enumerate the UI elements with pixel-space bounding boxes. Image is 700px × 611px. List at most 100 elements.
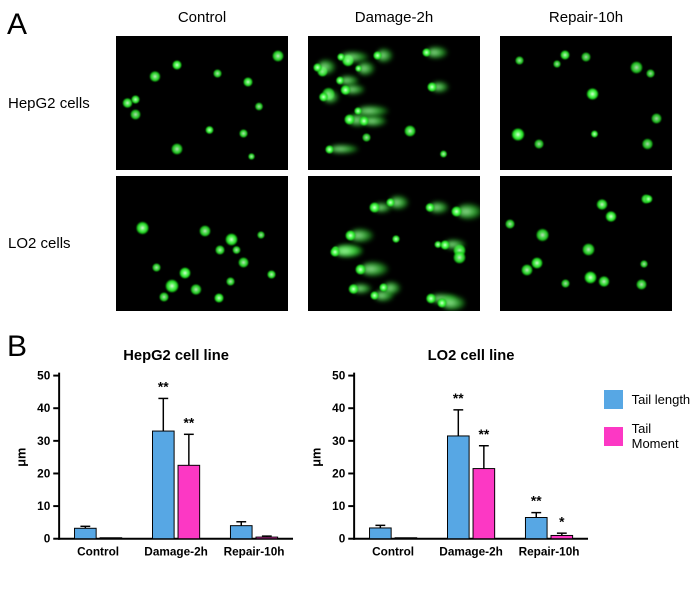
comet-head [325,144,335,154]
cell-nucleus-dot [514,56,524,66]
y-tick-label: 40 [37,402,51,415]
legend-item-tail-length: Tail length [603,390,700,409]
bar [472,468,495,540]
cell-nucleus-dot [581,52,591,62]
cell-nucleus-dot [215,245,226,256]
cell-nucleus-dot [392,235,401,244]
micrograph-lo2-control [116,176,288,311]
comet-tail [335,245,363,259]
comet-head [439,239,451,250]
cell-nucleus-dot [404,124,417,138]
comet-head [425,293,437,304]
significance-marker: * [559,514,565,529]
significance-marker: ** [453,391,464,406]
legend-label-tail-moment: Tail Moment [631,421,679,451]
panel-a-label: A [7,8,28,41]
cell-nucleus-dot [433,240,442,249]
cell-nucleus-dot [226,277,235,286]
x-tick-label: Repair-10h [518,545,579,558]
row-label-hepg2-cells: HepG2 cells [8,94,90,112]
bar [368,527,392,540]
comet-head [340,84,351,95]
grid-corner-spacer [4,4,96,30]
micrograph-hepg2-control [116,36,288,170]
cell-nucleus-dot [213,68,223,78]
x-tick-label: Repair-10h [224,545,285,558]
x-tick-label: Control [77,545,119,558]
panel-b: HepG2 cell line μm 0 10 20 30 40 50 Control Damag… [0,340,700,592]
cell-nucleus-dot [641,138,653,150]
comet-head [451,205,463,217]
comet-tail [329,144,359,155]
cell-nucleus-dot [237,257,249,269]
y-tick-label: 50 [37,370,51,383]
y-tick-label: 30 [37,435,51,448]
comet-tail [444,239,467,250]
cell-nucleus-dot [122,97,133,109]
comet-head [330,246,341,257]
comet-head [372,50,382,61]
comet-head [426,82,437,93]
legend-swatch-tail-moment [603,426,623,446]
comet-tail [358,104,389,118]
comet-head [313,62,322,72]
cell-nucleus-dot [171,143,184,156]
chart-legend: Tail length Tail Moment [603,390,700,451]
chart-hepg2-cell-line: HepG2 cell line μm 0 10 20 30 40 50 Control Damag… [14,348,294,558]
bar [177,464,201,540]
cell-nucleus-dot [505,219,516,230]
comet-tail [360,261,389,278]
comet-tail [390,194,409,211]
y-axis-label: μm [14,448,29,467]
comet-head [378,282,389,293]
comet-tail [317,59,337,76]
column-header-control: Control [177,8,227,26]
cell-nucleus-dot [644,194,653,204]
comet-tail [456,202,480,220]
comet-head [347,283,359,295]
comet-head [354,65,362,73]
bar [446,435,470,540]
comet-head [436,297,448,309]
cell-nucleus-dot [130,94,141,105]
x-tick-label: Damage-2h [439,545,503,558]
comet-head [369,290,380,301]
cell-nucleus-dot [581,243,595,257]
cell-nucleus-dot [560,278,570,288]
significance-marker: ** [478,427,489,442]
bar [74,527,97,540]
cell-nucleus-dot [605,210,617,223]
cell-nucleus-dot [586,87,599,101]
comet-head [345,230,356,242]
legend-swatch-tail-length [603,390,623,409]
comet-head [353,106,363,116]
x-tick-label: Damage-2h [144,545,208,558]
legend-label-tail-length: Tail length [631,392,691,407]
chart-lo2-cell-line: LO2 cell line μm 0 10 20 30 40 50 Control Damage-… [309,348,588,558]
cell-nucleus-dot [205,125,214,135]
comet-tail [341,50,369,63]
cell-nucleus-dot [239,129,248,138]
cell-nucleus-dot [179,267,192,280]
significance-marker: ** [184,415,195,430]
comet-tail [345,83,365,96]
comet-head [368,201,380,214]
cell-nucleus-dot [560,49,571,60]
cell-nucleus-dot [640,260,648,269]
cell-nucleus-dot [651,113,663,125]
cell-nucleus-dot [362,132,371,142]
cell-nucleus-dot [130,109,141,121]
comet-tail [430,201,450,214]
comet-head [421,47,432,58]
cell-nucleus-dot [171,59,183,71]
comet-tail [358,61,376,76]
comet-tail [441,294,467,311]
y-tick-label: 40 [332,402,346,415]
column-header-damage-2h: Damage-2h [354,8,434,26]
y-tick-label: 10 [37,500,51,513]
cell-nucleus-dot [553,59,562,68]
comet-tail [377,47,394,64]
cell-nucleus-dot [232,245,241,254]
cell-nucleus-dot [531,256,544,269]
y-axis-label: μm [309,448,324,467]
